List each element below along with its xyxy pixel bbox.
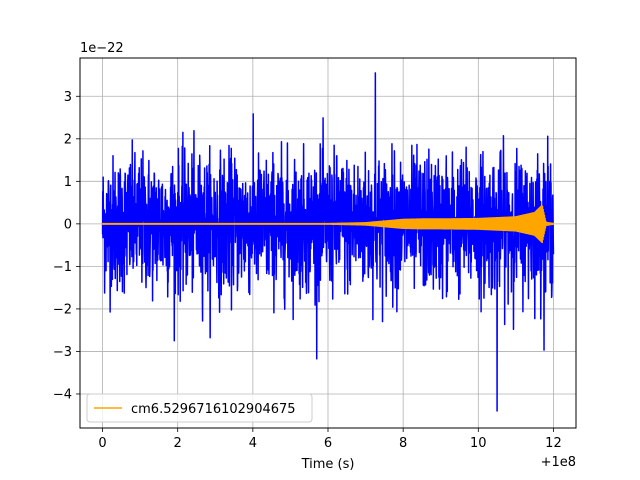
y-tick-label: 2 bbox=[64, 132, 72, 147]
x-tick-label: 2 bbox=[174, 436, 182, 451]
y-scale-label: 1e−22 bbox=[80, 41, 124, 56]
y-tick-label: −2 bbox=[53, 302, 72, 317]
x-tick-label: 0 bbox=[98, 436, 106, 451]
x-axis-title: Time (s) bbox=[301, 457, 355, 472]
x-tick-label: 6 bbox=[324, 436, 332, 451]
x-tick-label: 10 bbox=[470, 436, 487, 451]
chirp-series-line bbox=[101, 205, 555, 244]
y-tick-label: 0 bbox=[64, 217, 72, 232]
y-tick-label: 3 bbox=[64, 90, 72, 105]
x-tick-label: 4 bbox=[249, 436, 257, 451]
x-tick-label: 8 bbox=[399, 436, 407, 451]
y-tick-label: −1 bbox=[53, 260, 72, 275]
legend-box bbox=[86, 393, 313, 423]
y-tick-label: −4 bbox=[53, 387, 72, 402]
legend: cm6.5296716102904675 bbox=[86, 393, 313, 423]
x-offset-label: +1e8 bbox=[541, 455, 576, 470]
noise-series-line bbox=[101, 72, 555, 412]
legend-label: cm6.5296716102904675 bbox=[131, 402, 296, 417]
y-tick-label: −3 bbox=[53, 345, 72, 360]
y-tick-label: 1 bbox=[64, 175, 72, 190]
x-tick-label: 12 bbox=[545, 436, 562, 451]
